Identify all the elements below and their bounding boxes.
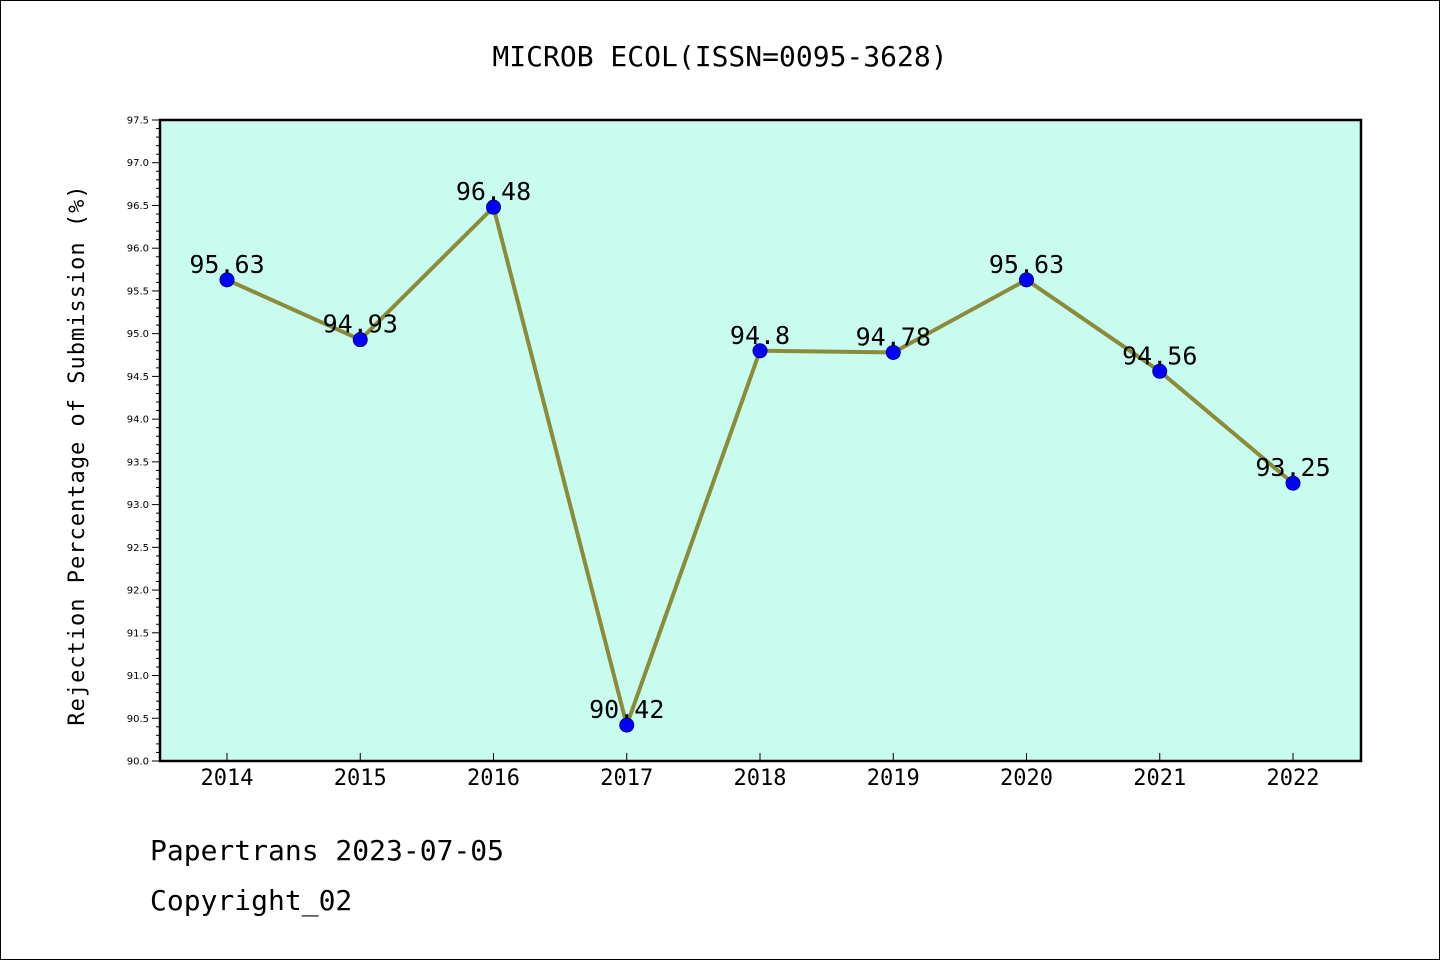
y-tick-label: 92.5: [127, 543, 149, 554]
y-tick-label: 94.0: [127, 415, 149, 426]
data-point: [619, 717, 635, 733]
y-tick-label: 90.5: [127, 714, 149, 725]
x-tick-label: 2016: [467, 766, 520, 791]
y-tick-label: 91.5: [127, 628, 149, 639]
data-label: 93.25: [1255, 453, 1330, 482]
footer-date: Papertrans 2023-07-05: [150, 834, 505, 867]
y-tick-label: 90.0: [127, 757, 149, 768]
data-label: 94.78: [856, 322, 931, 351]
x-tick-label: 2020: [1000, 766, 1053, 791]
y-tick-label: 97.0: [127, 158, 149, 169]
y-tick-label: 95.0: [127, 329, 149, 340]
x-tick-label: 2015: [334, 766, 387, 791]
data-point: [752, 343, 768, 359]
data-label: 90.42: [589, 695, 664, 724]
data-label: 94.8: [730, 321, 790, 350]
data-label: 94.93: [323, 310, 398, 339]
data-point: [352, 332, 368, 348]
data-point: [486, 199, 501, 215]
data-point: [1152, 363, 1168, 379]
data-labels: 95.63 94.93 96.48 90.42 94.8 94.78 95.63 94.56 9…: [189, 177, 1330, 724]
x-tick-label: 2014: [201, 766, 254, 791]
footer-copyright: Copyright_02: [150, 884, 353, 917]
y-axis-label: Rejection Percentage of Submission (%): [65, 184, 90, 725]
data-point: [885, 344, 901, 360]
data-point: [1285, 475, 1301, 491]
x-axis: 2014 2015 2016 2017 2018 2019 2020 2021 2022: [201, 753, 1320, 791]
data-point: [1019, 272, 1034, 288]
series-rejection: [219, 199, 1301, 733]
y-tick-label: 96.0: [127, 244, 149, 255]
y-tick-label: 93.5: [127, 457, 149, 468]
data-label: 95.63: [189, 250, 264, 279]
y-axis: 90.0 90.5 91.0 91.5 92.0 92.5 93.0 93.5 94.0 94.5…: [127, 116, 160, 768]
x-tick-label: 2017: [600, 766, 653, 791]
data-point: [219, 272, 235, 288]
x-tick-label: 2022: [1267, 766, 1320, 791]
data-label: 95.63: [989, 250, 1064, 279]
y-tick-label: 91.0: [127, 671, 149, 682]
y-tick-label: 94.5: [127, 372, 149, 383]
x-tick-label: 2018: [734, 766, 787, 791]
data-label: 96.48: [456, 177, 531, 206]
x-tick-label: 2021: [1133, 766, 1186, 791]
plot-area: [160, 120, 1361, 761]
x-tick-label: 2019: [867, 766, 920, 791]
y-tick-label: 96.5: [127, 201, 149, 212]
y-tick-label: 92.0: [127, 586, 149, 597]
y-tick-label: 95.5: [127, 286, 149, 297]
chart-title: MICROB ECOL(ISSN=0095-3628): [492, 40, 947, 73]
y-tick-label: 97.5: [127, 116, 149, 127]
y-tick-label: 93.0: [127, 500, 149, 511]
data-label: 94.56: [1122, 341, 1197, 370]
plot-border: [158, 118, 1363, 763]
